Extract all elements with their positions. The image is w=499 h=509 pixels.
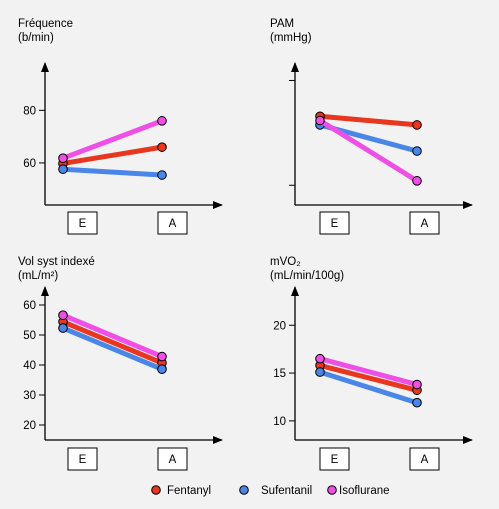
point-sufentanil-e xyxy=(58,164,68,175)
category-label-a: A xyxy=(169,218,177,230)
point-isoflurane-e xyxy=(315,115,325,126)
series-line-fentanyl xyxy=(317,362,420,393)
series-line-fentanyl xyxy=(317,113,420,128)
panel-vol-syst: Vol syst indexé (mL/m²) 20 30 40 50 60 E A xyxy=(18,256,223,471)
category-box-e: E xyxy=(319,447,350,471)
category-label-e: E xyxy=(79,218,87,230)
point-sufentanil-a xyxy=(157,364,167,375)
series-line-fentanyl xyxy=(60,319,165,366)
panel-title-line-2: (mmHg) xyxy=(270,32,312,44)
category-label-a: A xyxy=(169,454,177,466)
point-fentanyl-a xyxy=(412,120,422,130)
series-marks xyxy=(58,116,167,180)
y-tick-label: 20 xyxy=(273,320,286,332)
series-line-fentanyl xyxy=(60,144,165,166)
y-tick-label: 50 xyxy=(23,330,36,342)
series-line-sufentanil xyxy=(60,166,165,178)
y-ticks: 20 30 40 50 60 xyxy=(23,300,45,432)
category-box-e: E xyxy=(67,447,98,471)
point-sufentanil-a xyxy=(412,397,422,408)
y-ticks xyxy=(289,79,295,186)
panel-title-line-1: PAM xyxy=(270,18,294,30)
series-marks xyxy=(315,111,422,186)
legend-label-isoflurane: Isoflurane xyxy=(339,485,390,497)
point-isoflurane-a xyxy=(412,379,422,390)
point-isoflurane-e xyxy=(58,153,68,163)
panel-title-line-1: mVO₂ xyxy=(270,256,301,268)
category-label-e: E xyxy=(331,454,339,466)
panel-frequence: Fréquence (b/min) 60 80 E A xyxy=(18,18,223,235)
y-ticks: 60 80 xyxy=(23,105,45,170)
series-line-sufentanil xyxy=(317,369,420,406)
panel-mvo2: mVO₂ (mL/min/100g) 10 15 20 E A xyxy=(270,256,473,471)
legend-label-sufentanil: Sufentanil xyxy=(261,485,312,497)
panel-title-line-2: (mL/m²) xyxy=(18,270,58,282)
point-fentanyl-a xyxy=(157,142,167,152)
panel-title-line-2: (b/min) xyxy=(18,32,54,44)
panel-title-line-1: Vol syst indexé xyxy=(18,256,95,268)
series-line-sufentanil xyxy=(60,325,165,372)
category-box-e: E xyxy=(67,211,98,235)
panel-title-line-2: (mL/min/100g) xyxy=(270,270,344,282)
y-ticks: 10 15 20 xyxy=(273,320,295,428)
y-tick-label: 60 xyxy=(23,300,36,312)
category-label-e: E xyxy=(79,454,87,466)
legend-swatch-sufentanil xyxy=(239,485,249,495)
point-isoflurane-e xyxy=(315,353,325,364)
y-tick-label: 15 xyxy=(273,368,286,380)
series-line-isoflurane xyxy=(60,312,165,360)
point-sufentanil-e xyxy=(58,323,68,333)
series-line-isoflurane xyxy=(60,118,165,161)
category-box-a: A xyxy=(409,211,440,235)
y-tick-label: 30 xyxy=(23,390,36,402)
point-isoflurane-a xyxy=(412,176,422,186)
legend-item-sufentanil: Sufentanil xyxy=(239,485,312,497)
category-label-a: A xyxy=(421,454,429,466)
y-tick-label: 80 xyxy=(23,105,36,117)
series-line-isoflurane xyxy=(317,118,420,184)
legend-swatch-fentanyl xyxy=(151,485,161,495)
legend-label-fentanyl: Fentanyl xyxy=(167,485,211,497)
category-label-e: E xyxy=(331,218,339,230)
y-tick-label: 20 xyxy=(23,420,36,432)
point-sufentanil-a xyxy=(412,146,422,156)
panel-pam: PAM (mmHg) E A xyxy=(270,18,473,235)
category-label-a: A xyxy=(421,218,429,230)
series-marks xyxy=(58,310,167,375)
series-marks xyxy=(315,353,422,408)
y-tick-label: 40 xyxy=(23,360,36,372)
category-box-a: A xyxy=(409,447,440,471)
category-box-a: A xyxy=(157,211,188,235)
y-tick-label: 10 xyxy=(273,416,286,428)
point-isoflurane-e xyxy=(58,310,68,321)
category-box-a: A xyxy=(157,447,188,471)
category-box-e: E xyxy=(319,211,350,235)
y-tick-label: 60 xyxy=(23,158,36,170)
legend: Fentanyl Sufentanil Isoflurane xyxy=(151,485,390,497)
point-sufentanil-e xyxy=(315,367,325,377)
legend-item-fentanyl: Fentanyl xyxy=(151,485,211,497)
point-sufentanil-a xyxy=(157,170,167,180)
legend-swatch-isoflurane xyxy=(327,485,337,495)
point-isoflurane-a xyxy=(157,116,167,126)
point-isoflurane-a xyxy=(157,351,167,362)
panel-title-line-1: Fréquence xyxy=(18,18,73,30)
legend-item-isoflurane: Isoflurane xyxy=(327,485,390,497)
series-line-isoflurane xyxy=(317,356,420,388)
